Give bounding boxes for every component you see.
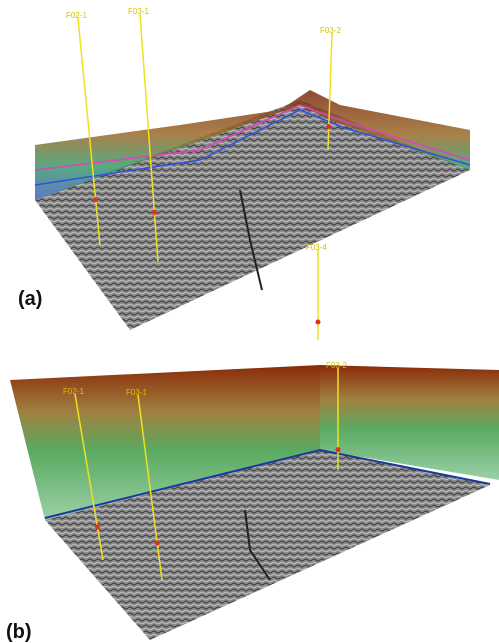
panel-label: (b) [6, 621, 32, 643]
panel-b: (b) [6, 365, 499, 643]
figure: (a) (b) F02-1 F03-1 F03-2 F03-4 F02-1 F03-1 F0… [0, 0, 499, 643]
well-label: F03-2 [320, 26, 341, 35]
well-label: F02-1 [66, 11, 87, 20]
well-marker [152, 210, 157, 215]
well-marker [336, 447, 341, 452]
well-marker [326, 124, 331, 129]
well-label: F03-2 [326, 361, 347, 370]
panel-label: (a) [18, 288, 42, 310]
well-marker [155, 541, 160, 546]
panel-a: (a) [18, 90, 470, 330]
well-label: F02-1 [63, 387, 84, 396]
well-label: F03-1 [128, 7, 149, 16]
well-label: F03-4 [306, 243, 327, 252]
well-label: F03-1 [126, 388, 147, 397]
well-marker [316, 320, 321, 325]
well-marker [95, 524, 100, 529]
well-marker [93, 197, 98, 202]
